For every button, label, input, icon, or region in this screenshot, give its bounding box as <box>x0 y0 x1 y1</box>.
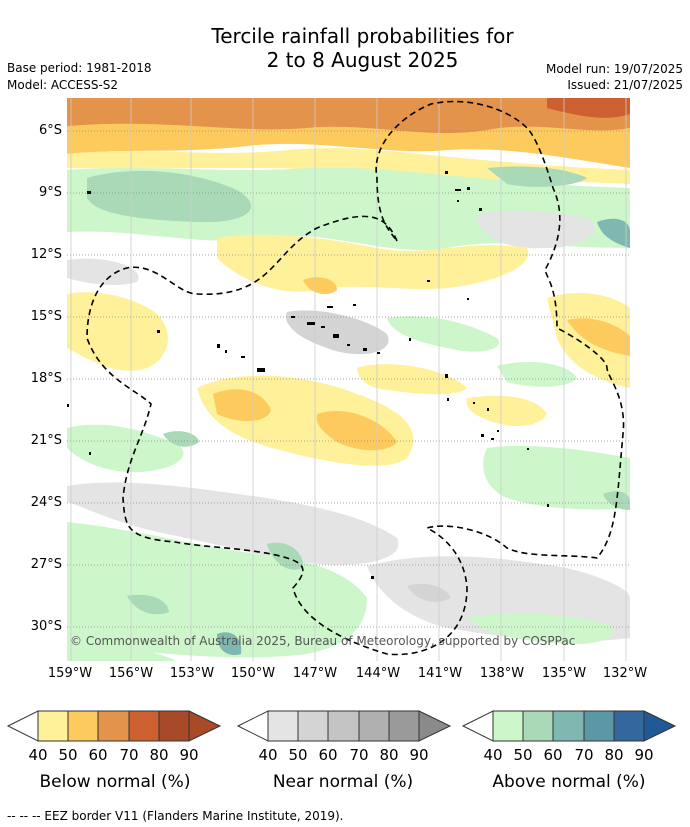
legend-title-below: Below normal (%) <box>39 772 191 792</box>
lon-tick: 132°W <box>602 666 648 681</box>
map-canvas <box>67 98 630 661</box>
lon-tick: 153°W <box>169 666 215 681</box>
lat-tick: 6°S <box>38 123 62 138</box>
lon-tick: 159°W <box>47 666 93 681</box>
eez-border <box>86 100 625 656</box>
lat-tick: 12°S <box>30 247 62 262</box>
below-normal-region <box>217 234 529 292</box>
legend-tick: 60 <box>318 746 338 764</box>
above-normal-region <box>217 632 242 656</box>
graticule <box>67 130 630 628</box>
below-normal-region <box>67 148 630 184</box>
above-normal-region <box>467 612 614 645</box>
below-normal-region <box>213 389 271 422</box>
above-normal-region <box>87 170 252 223</box>
lon-tick: 135°W <box>541 666 587 681</box>
above-normal-region <box>163 431 199 447</box>
near-normal-region <box>67 258 139 285</box>
lat-tick: 27°S <box>30 557 62 572</box>
probability-map: © Commonwealth of Australia 2025, Bureau… <box>67 98 630 661</box>
legend-tick: 40 <box>28 746 48 764</box>
legend-tick: 50 <box>513 746 533 764</box>
legend-tick: 50 <box>58 746 78 764</box>
above-normal-region <box>127 594 169 615</box>
lat-tick: 15°S <box>30 309 62 324</box>
near-normal-colorbar <box>236 710 452 742</box>
lat-tick: 24°S <box>30 495 62 510</box>
above-normal-region <box>67 522 367 658</box>
legend-tick: 80 <box>149 746 169 764</box>
map-title-line1: Tercile rainfall probabilities for <box>211 24 514 48</box>
near-normal-region <box>477 210 595 249</box>
legend-tick: 70 <box>119 746 139 764</box>
legend-tick: 80 <box>379 746 399 764</box>
legend-tick: 80 <box>604 746 624 764</box>
issued-label: Issued: 21/07/2025 <box>567 78 683 92</box>
lat-tick: 18°S <box>30 371 62 386</box>
legend-tick: 50 <box>288 746 308 764</box>
legend-title-near: Near normal (%) <box>272 772 414 792</box>
base-period-label: Base period: 1981-2018 <box>7 61 152 75</box>
lon-tick: 150°W <box>230 666 276 681</box>
above-normal-region <box>67 424 184 473</box>
lon-tick: 156°W <box>108 666 154 681</box>
legend-tick: 70 <box>349 746 369 764</box>
legend-tick: 40 <box>258 746 278 764</box>
legend-tick: 40 <box>483 746 503 764</box>
map-title-line2: 2 to 8 August 2025 <box>266 48 459 72</box>
copyright-credit: © Commonwealth of Australia 2025, Bureau… <box>70 634 576 648</box>
legend-tick: 60 <box>88 746 108 764</box>
lat-tick: 9°S <box>38 185 62 200</box>
above-normal-region <box>603 491 630 510</box>
lon-tick: 138°W <box>479 666 525 681</box>
below-normal-region <box>567 318 630 356</box>
near-normal-region <box>286 310 389 355</box>
above-normal-region <box>487 166 587 187</box>
near-normal-region <box>407 583 451 602</box>
legend-title-above: Above normal (%) <box>492 772 646 792</box>
legend-tick: 90 <box>179 746 199 764</box>
legend-tick: 90 <box>409 746 429 764</box>
above-normal-region <box>267 542 304 570</box>
islands <box>67 171 549 579</box>
lat-tick: 30°S <box>30 619 62 634</box>
below-normal-colorbar <box>6 710 222 742</box>
above-normal-region <box>497 362 577 387</box>
lon-tick: 147°W <box>292 666 338 681</box>
above-normal-region <box>67 638 177 661</box>
lon-tick: 141°W <box>417 666 463 681</box>
legend-tick: 60 <box>543 746 563 764</box>
near-normal-region <box>67 482 399 565</box>
above-normal-region <box>483 445 630 510</box>
legend-colorbars <box>6 710 677 742</box>
above-normal-region <box>597 218 630 248</box>
below-normal-region <box>303 277 337 295</box>
above-normal-colorbar <box>461 710 677 742</box>
eez-legend-note: -- -- -- EEZ border V11 (Flanders Marine… <box>7 809 344 823</box>
above-normal-region <box>387 316 499 352</box>
lat-tick: 21°S <box>30 433 62 448</box>
graticule-lon <box>70 98 627 661</box>
legend-tick: 70 <box>574 746 594 764</box>
legend-tick: 90 <box>634 746 654 764</box>
lon-tick: 144°W <box>355 666 401 681</box>
below-normal-region <box>466 395 547 427</box>
model-run-label: Model run: 19/07/2025 <box>545 62 683 76</box>
model-label: Model: ACCESS-S2 <box>7 78 119 92</box>
below-normal-region <box>547 98 630 118</box>
